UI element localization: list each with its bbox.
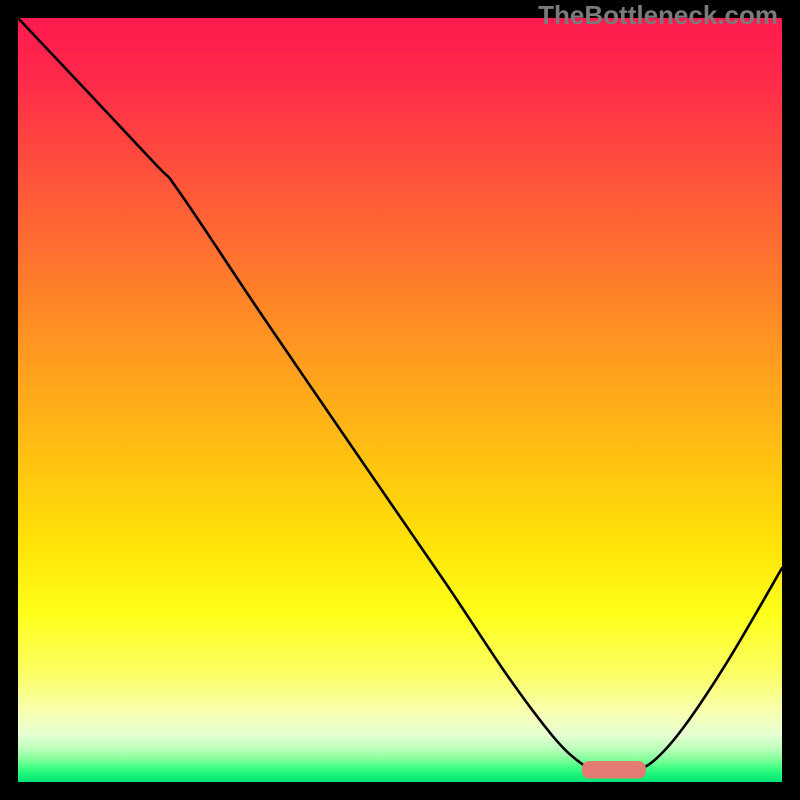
chart-area [18, 18, 782, 782]
optimal-range-marker [582, 761, 646, 779]
watermark-text: TheBottleneck.com [538, 0, 778, 31]
chart-svg [18, 18, 782, 782]
chart-background [18, 18, 782, 782]
